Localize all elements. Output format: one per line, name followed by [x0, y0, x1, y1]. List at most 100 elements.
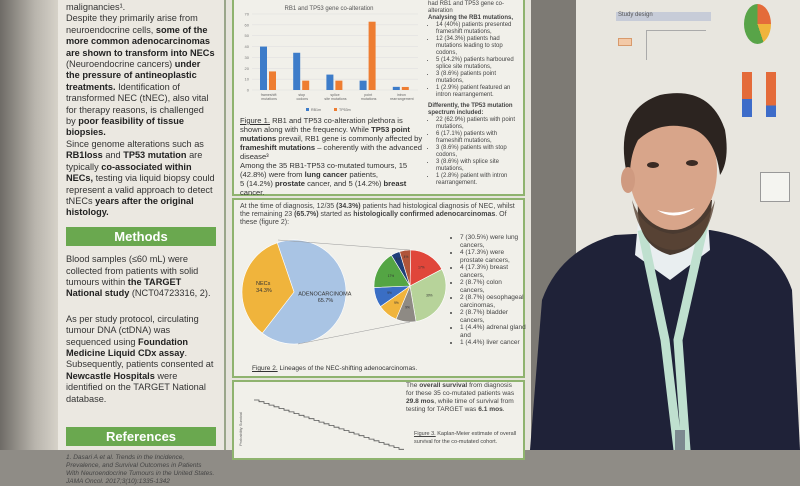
hair [623, 93, 727, 175]
eye [686, 160, 698, 166]
references-heading: References [66, 427, 216, 447]
y-tick-label: 40 [245, 44, 250, 49]
y-tick-label: 30 [245, 55, 250, 60]
lanyard [637, 219, 710, 450]
survival-text: The overall survival from diagnosis for … [406, 382, 515, 413]
figure1-caption: Figure 1. RB1 and TP53 co-alteration ple… [240, 116, 423, 197]
stacked-bar [766, 72, 776, 117]
x-tick-line: intron [397, 93, 406, 97]
slice-label: 9% [405, 305, 410, 309]
sub-pie-slice [399, 249, 412, 287]
bar-TP53m [335, 80, 343, 90]
x-tick-label: stop codons [296, 93, 309, 101]
list-item: 6 (17.1%) patients with frameshift mutat… [436, 131, 523, 145]
x-tick-label: splice site mutations [323, 93, 346, 101]
list-item: 7 (30.5%) were lung cancers, [460, 234, 526, 249]
figure2-panel: At the time of diagnosis, 12/35 (34.3%) … [232, 198, 526, 378]
legend-label: TP53m [339, 108, 351, 112]
tp53-list: 22 (62.9%) patients with point mutations… [428, 117, 523, 187]
list-item: 3 (8.6%) patients with stop codons, [436, 145, 523, 159]
flowchart-lines [646, 30, 706, 60]
bar-TP53m [368, 21, 376, 90]
x-tick-line: mutations [260, 97, 277, 101]
main-pie-slice [241, 242, 295, 334]
methods-heading: Methods [66, 226, 216, 247]
lanyard-clip [675, 430, 685, 450]
x-tick-line: stop [298, 93, 305, 97]
bar-TP53m [401, 86, 409, 90]
y-tick-label: 60 [245, 22, 250, 27]
slice-label-pct: 34.3% [255, 288, 272, 294]
legend-label: RB1m [311, 108, 321, 112]
mutation-summary: had RB1 and TP53 gene co-alteration Anal… [428, 1, 523, 187]
connector-line [297, 321, 411, 345]
list-item: 1 (2.8%) patient with intron rearrangeme… [436, 173, 523, 187]
x-tick-label: intron rearrangement [389, 93, 414, 101]
slice-label: 17% [418, 266, 425, 270]
x-tick-line: rearrangement [389, 97, 414, 101]
figure1-panel: RB1 and TP53 gene co-alteration 0 10 20 30 4… [232, 0, 525, 197]
rb1-list: 14 (40%) patients presented frameshift m… [428, 22, 523, 99]
rb1-title: Analysing the RB1 mutations, [428, 15, 514, 21]
list-item: 22 (62.9%) patients with point mutations… [436, 117, 523, 131]
bar-RB1m [392, 86, 400, 90]
x-tick-label: point mutations [360, 93, 377, 101]
y-tick-label: 20 [245, 66, 250, 71]
smile [657, 208, 695, 216]
kaplan-meier-plot: Probability Survival [238, 399, 404, 450]
x-tick-line: frameshift [261, 93, 277, 97]
list-item: 4 (17.3%) were prostate cancers, [460, 249, 526, 264]
figure3-panel: Probability Survival The overall surviva… [232, 380, 525, 460]
list-item: 3 (8.6%) with splice site mutations, [436, 159, 523, 173]
poster-middle-column: RB1 and TP53 gene co-alteration 0 10 20 30 4… [226, 0, 531, 460]
presenter-person [530, 93, 800, 450]
slice-label-pct: 65.7% [316, 298, 333, 304]
list-item: 2 (8.7%) oesophageal carcinomas, [460, 294, 526, 309]
figure1-title: RB1 and TP53 gene co-alteration [285, 6, 374, 12]
bar-RB1m [326, 74, 334, 90]
y-tick-label: 50 [245, 33, 250, 38]
sub-pie-slice [409, 268, 447, 322]
figure2-intro: At the time of diagnosis, 12/35 (34.3%) … [240, 203, 515, 226]
main-pie-slice [261, 239, 347, 345]
poster-left-column: malignancies¹. Despite they primarily ar… [58, 0, 226, 485]
connector-line [277, 239, 411, 251]
figure1-bar-chart: RB1 and TP53 gene co-alteration 0 10 20 30 4… [245, 6, 418, 112]
y-tick-label: 0 [247, 88, 250, 93]
study-design-heading: Study design [616, 12, 711, 21]
figure3-ylabel: Probability Survival [238, 412, 243, 446]
x-tick-line: codons [296, 97, 309, 101]
methods-paragraph-2: As per study protocol, circulating tumou… [66, 313, 214, 404]
eye [647, 162, 659, 168]
right-matrix-plot [760, 172, 790, 202]
slice-label: 4% [396, 257, 401, 261]
figure3-caption: Figure 3. Kaplan-Meier estimate of overa… [414, 431, 517, 445]
legend-swatch [306, 108, 309, 111]
reference-item: 1. Dasari A et al. Trends in the Inciden… [66, 454, 215, 486]
slice-label-name: NECs [256, 281, 271, 287]
x-tick-label: frameshift mutations [260, 93, 277, 101]
list-item: 4 (17.3%) breast cancers, [460, 264, 526, 279]
slice-label: 4% [404, 255, 409, 259]
slice-label: 9% [387, 291, 392, 295]
flowchart-box [618, 38, 632, 46]
slice-label: 30% [426, 294, 433, 298]
survival-curve [254, 399, 404, 450]
slice-label: 17% [388, 274, 395, 278]
slice-label: 9% [394, 301, 399, 305]
list-item: 3 (8.6%) patients point mutations, [436, 71, 523, 85]
right-pie-chart [744, 4, 771, 44]
list-item: 12 (34.3%) patients had mutations leadin… [436, 36, 523, 57]
bar-RB1m [293, 52, 301, 90]
mutation-header: had RB1 and TP53 gene co-alteration [428, 1, 504, 14]
x-tick-line: mutations [360, 97, 377, 101]
list-item: 5 (14.2%) patients harboured splice site… [436, 57, 523, 71]
stacked-bar [742, 72, 752, 117]
slice-label-name: ADENOCARCINOMA [298, 291, 352, 297]
slice-label: NECs 34.3% [255, 281, 272, 294]
y-tick-label: 70 [245, 12, 250, 17]
list-item: 1 (2.9%) patient featured an intron rear… [436, 85, 523, 99]
x-tick-line: splice [330, 93, 339, 97]
list-item: 1 (4.4%) liver cancer [460, 339, 526, 347]
y-tick-label: 10 [245, 77, 250, 82]
